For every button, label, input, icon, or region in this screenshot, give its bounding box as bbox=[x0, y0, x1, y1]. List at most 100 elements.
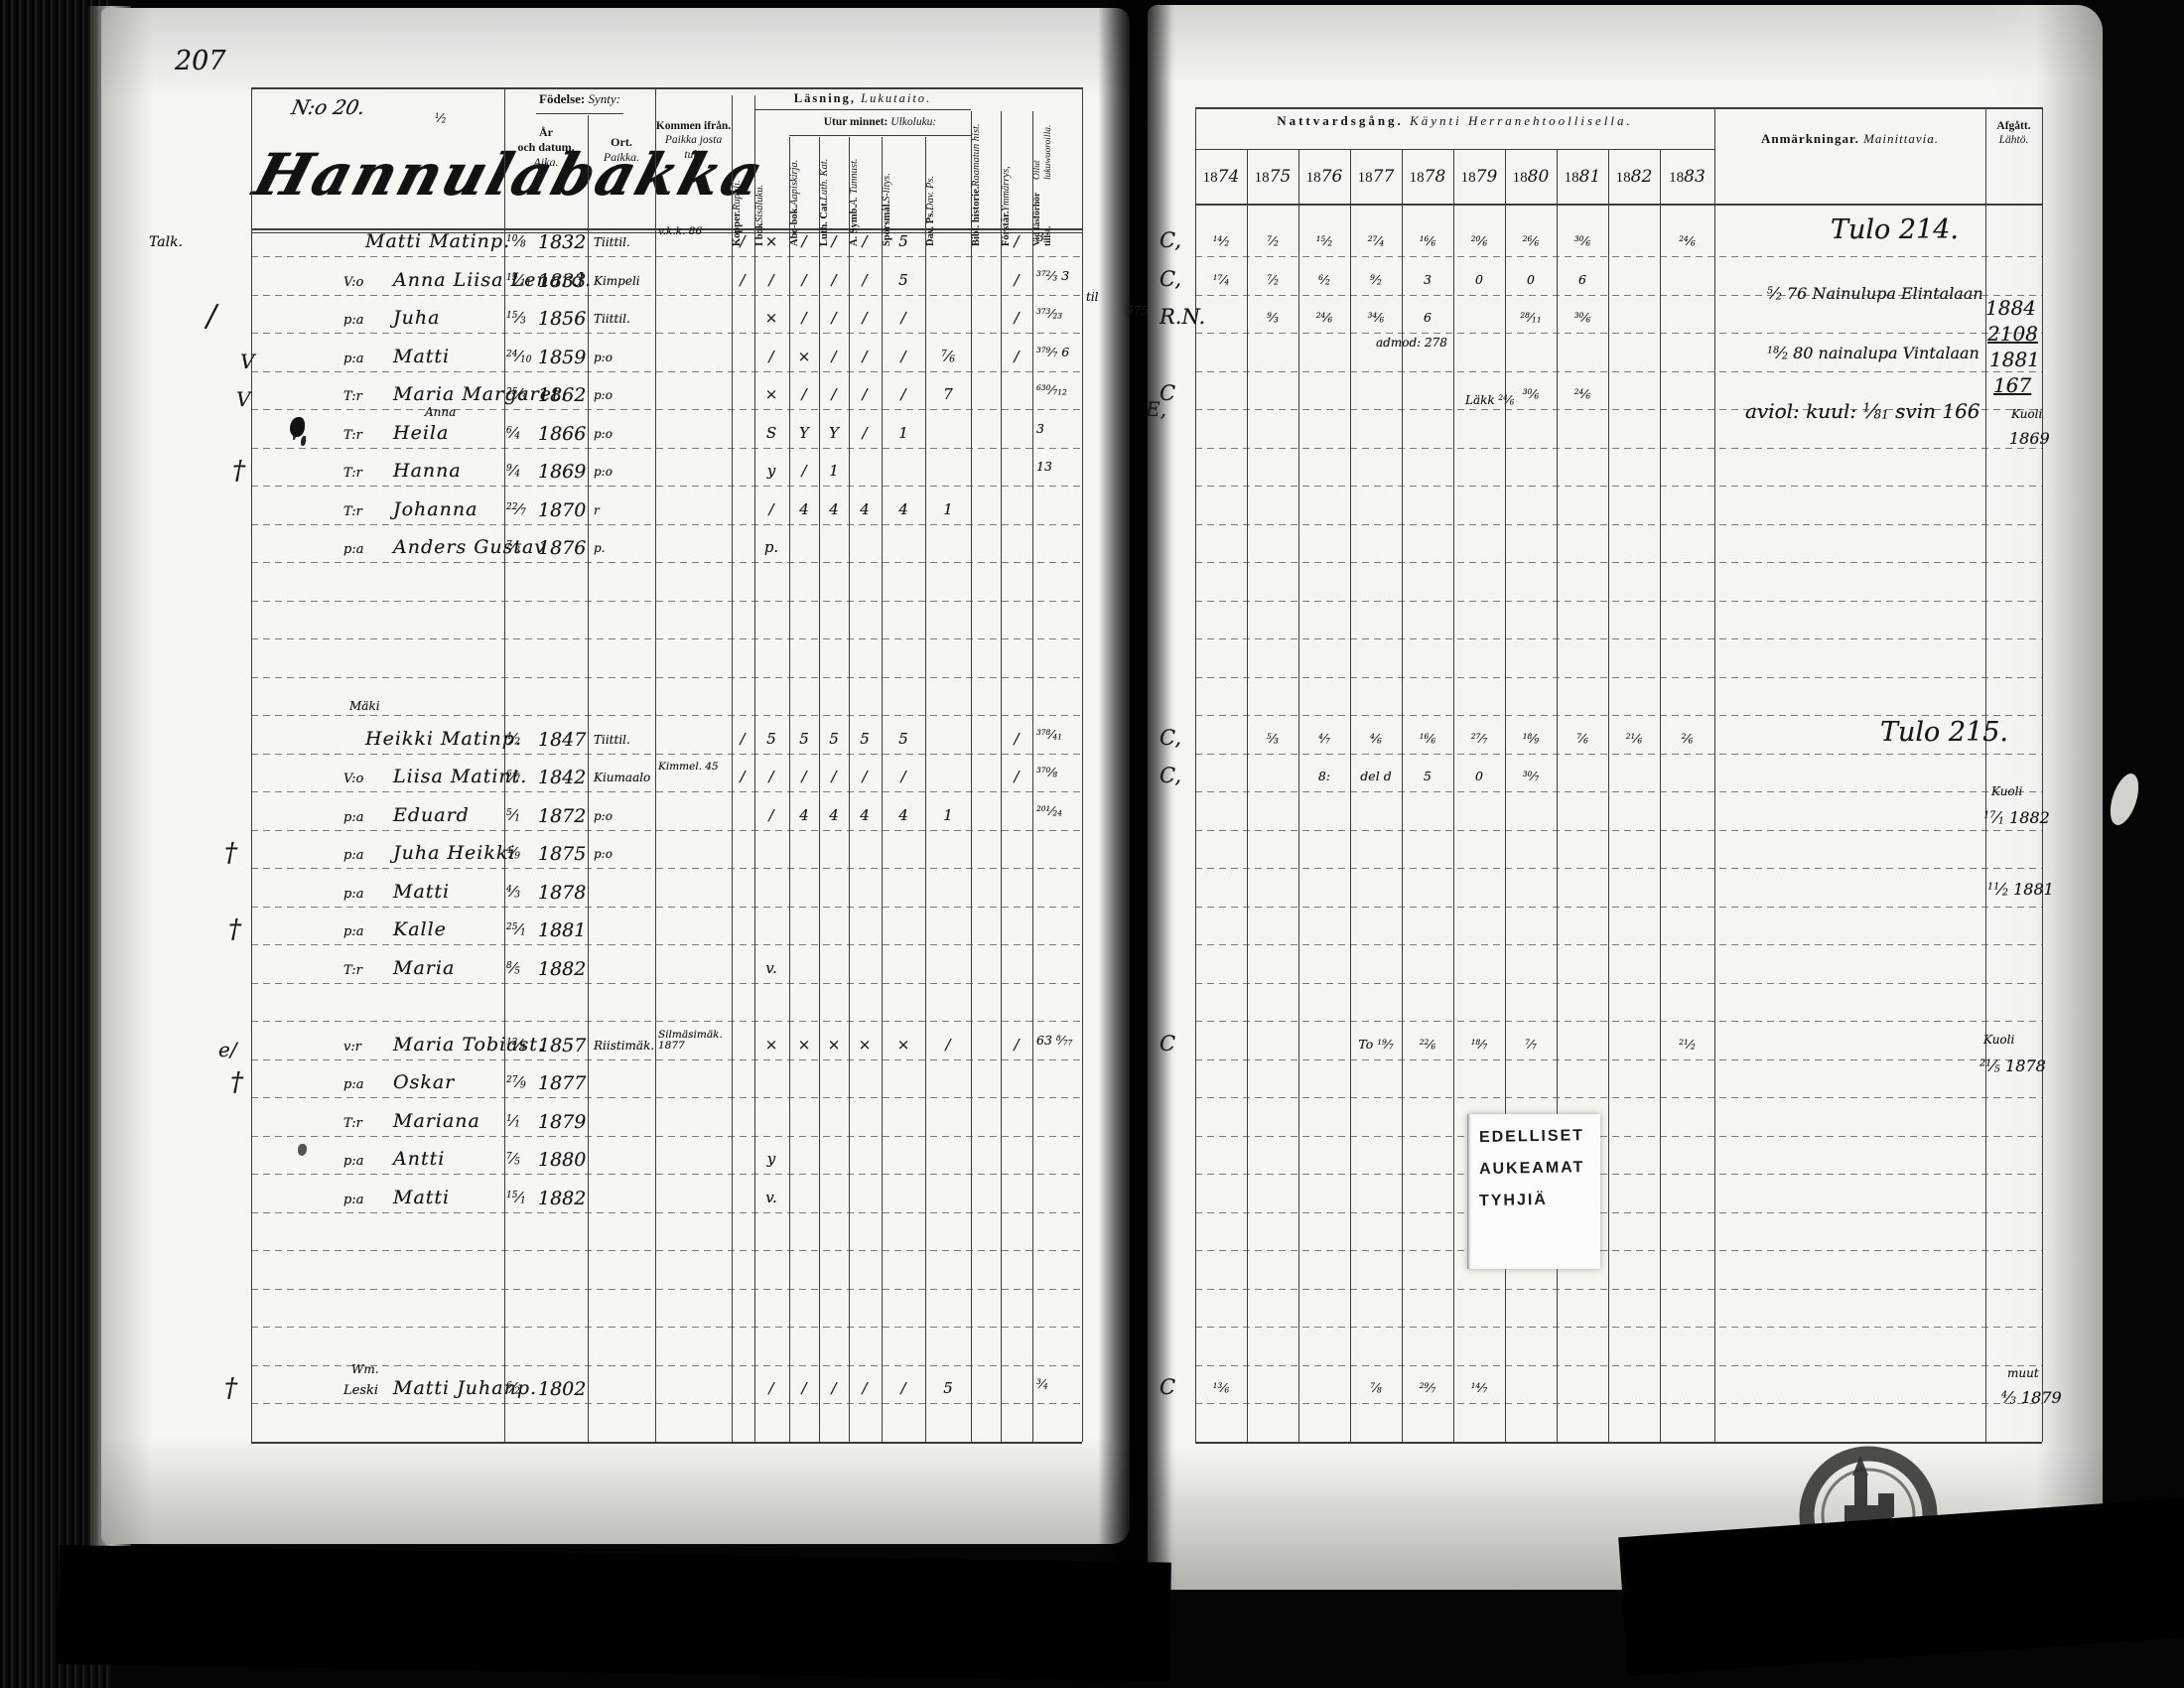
rule-line bbox=[1195, 370, 2042, 372]
rule-line bbox=[251, 791, 1082, 792]
rule-line bbox=[1195, 1288, 2042, 1290]
communion-entry: 34⁄6 bbox=[1367, 310, 1385, 325]
communion-entry: 6⁄2 bbox=[1318, 271, 1330, 287]
birth-place: p. bbox=[594, 541, 606, 555]
header-kommen-fi1: Paikka josta bbox=[664, 134, 723, 147]
annotation: 4⁄3 1879 bbox=[2001, 1388, 2062, 1407]
reading-mark: / bbox=[740, 768, 746, 785]
reading-mark: 4 bbox=[898, 805, 908, 824]
reading-mark: / bbox=[900, 1379, 906, 1397]
year-header-1874: 1874 bbox=[1195, 167, 1247, 187]
reading-mark: / bbox=[1014, 1035, 1020, 1054]
margin-mark: / bbox=[206, 299, 217, 334]
tally-value: 373⁄23 bbox=[1036, 306, 1062, 321]
reading-mark: / bbox=[768, 1379, 774, 1397]
header-ort-fi: Paikka. bbox=[603, 150, 640, 164]
communion-entry: del d bbox=[1360, 769, 1392, 783]
communion-margin-mark: C bbox=[1160, 1375, 1176, 1399]
ink-blot-small bbox=[298, 1144, 307, 1156]
column-line bbox=[1660, 149, 1661, 1442]
year-print: 18 bbox=[1564, 170, 1579, 186]
column-label-4: A. Symb. A. Tunnust. bbox=[849, 139, 882, 246]
tally-value: 3⁄4 bbox=[1036, 1376, 1048, 1391]
rule-line bbox=[251, 868, 1082, 869]
birth-place: Kiumaalo bbox=[594, 771, 651, 784]
reading-mark: Y bbox=[829, 423, 839, 442]
rule-line bbox=[1195, 149, 1714, 150]
communion-entry: 28⁄11 bbox=[1520, 310, 1542, 325]
row-name: Antti bbox=[393, 1148, 446, 1170]
rule-line bbox=[251, 333, 1082, 334]
birth-day: 9⁄4 bbox=[506, 462, 520, 480]
note-label: EDELLISET AUKEAMAT TYHJIÄ bbox=[1467, 1114, 1600, 1269]
header-utur-minnet: Utur minnet: Ulkoluku: bbox=[789, 115, 971, 129]
rule-line bbox=[1195, 1403, 2042, 1404]
rule-line bbox=[1195, 638, 2042, 639]
reading-mark: / bbox=[1014, 768, 1020, 785]
reading-mark: / bbox=[801, 768, 807, 785]
communion-entry: 6 bbox=[1424, 310, 1432, 325]
note-line-2: AUKEAMAT bbox=[1478, 1159, 1585, 1179]
communion-entry: 9⁄2 bbox=[1370, 271, 1382, 287]
reading-mark: / bbox=[831, 385, 837, 403]
communion-entry: 13⁄6 bbox=[1212, 1380, 1230, 1395]
reading-mark: 5 bbox=[829, 729, 839, 748]
header-ar: År bbox=[539, 125, 553, 139]
row-name: Mariana bbox=[393, 1109, 480, 1132]
birth-day: 1⁄1 bbox=[506, 1111, 520, 1130]
reading-mark: 7 bbox=[943, 385, 953, 403]
annotation: 1869 bbox=[2009, 429, 2050, 448]
rule-line bbox=[251, 638, 1082, 639]
communion-entry: 30⁄6 bbox=[1573, 310, 1591, 325]
birth-day: 25⁄1 bbox=[506, 920, 526, 938]
row-name: Liisa Matint. bbox=[393, 766, 528, 787]
birth-place: p:o bbox=[594, 847, 613, 861]
tally-value: 3 bbox=[1036, 420, 1044, 436]
margin-mark: e/ bbox=[218, 1037, 237, 1061]
margin-mark: † bbox=[224, 838, 237, 868]
column-label-sv: Dav. Ps. bbox=[925, 211, 936, 246]
header-kommen-fi2: tuli. bbox=[684, 148, 703, 161]
year-print: 18 bbox=[1409, 170, 1425, 186]
birth-place: p:o bbox=[594, 426, 613, 441]
communion-entry: 7⁄6 bbox=[1576, 730, 1588, 746]
tally-value: 63 8⁄77 bbox=[1036, 1032, 1073, 1048]
reading-mark: / bbox=[900, 385, 906, 403]
reading-mark: 4 bbox=[829, 499, 839, 518]
column-label-fi: A. Tunnust. bbox=[849, 158, 860, 206]
annotation: Tulo 215. bbox=[1880, 717, 2009, 748]
birth-day: 27⁄9 bbox=[506, 1073, 526, 1091]
reading-mark: 1 bbox=[898, 423, 908, 442]
reading-mark: v. bbox=[765, 958, 777, 977]
tally-value: 3 bbox=[1036, 229, 1044, 244]
birth-day: 24⁄10 bbox=[506, 347, 532, 365]
rule-line bbox=[1195, 486, 2042, 487]
annotation: 18⁄2 80 nainalupa Vintalaan bbox=[1767, 344, 1979, 362]
birth-day: 4⁄9 bbox=[506, 844, 520, 862]
birth-year: 1859 bbox=[538, 346, 587, 368]
birth-place: Tiittil. bbox=[594, 312, 630, 326]
rule-line bbox=[1195, 753, 2042, 755]
reading-mark: × bbox=[827, 1035, 841, 1054]
birth-place: r bbox=[594, 502, 600, 517]
birth-year: 1879 bbox=[538, 1110, 587, 1133]
year-header-1881: 1881 bbox=[1557, 167, 1608, 187]
reading-mark: / bbox=[801, 385, 807, 403]
reading-mark: 4 bbox=[860, 499, 870, 518]
reading-mark: 5 bbox=[943, 1379, 953, 1397]
communion-entry: 29⁄7 bbox=[1419, 1380, 1436, 1395]
reading-mark: Y bbox=[799, 423, 809, 442]
birth-year: 1878 bbox=[538, 881, 587, 904]
column-line bbox=[1298, 149, 1299, 1442]
row-name: Kalle bbox=[393, 918, 447, 940]
reading-mark: / bbox=[768, 270, 774, 289]
header-kommen-sv: Kommen ifrån. bbox=[655, 120, 732, 132]
row-name: Matti bbox=[393, 1186, 451, 1208]
rule-line bbox=[251, 1211, 1082, 1213]
header-afgatt: Afgått. Lähtö. bbox=[1985, 119, 2042, 148]
rule-line bbox=[251, 1174, 1082, 1175]
rule-line bbox=[251, 944, 1082, 945]
communion-entry: 18⁄9 bbox=[1522, 730, 1540, 746]
reading-mark: 5 bbox=[860, 729, 870, 748]
reading-mark: / bbox=[862, 309, 868, 327]
